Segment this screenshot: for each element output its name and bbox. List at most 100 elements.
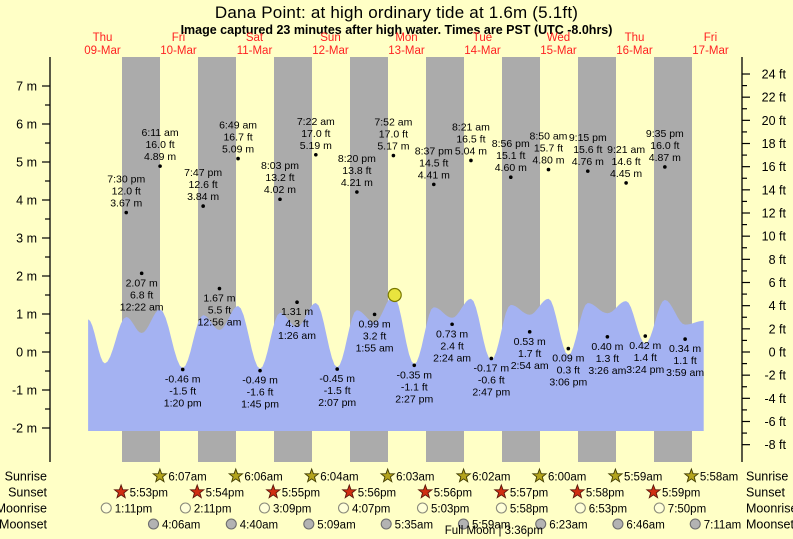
tide-event-high-label: 3.67 m bbox=[110, 198, 142, 210]
moonset-circle-icon bbox=[457, 518, 469, 530]
sunset-time: 5:55pm bbox=[282, 488, 320, 500]
day-label-date: 17-Mar bbox=[692, 45, 729, 57]
tide-area bbox=[88, 295, 704, 431]
sunset-row-label-left: Sunset bbox=[8, 486, 47, 500]
tide-event-high-label: 16.0 ft bbox=[145, 139, 174, 151]
moonrise-circle-icon bbox=[653, 502, 665, 514]
tide-event-high-label: 9:35 pm bbox=[646, 128, 684, 140]
tide-event-dot bbox=[201, 204, 205, 208]
moonrise-row-label-left: Moonrise bbox=[0, 502, 47, 516]
sunrise-time: 5:58am bbox=[700, 472, 738, 484]
tide-event-low-label: 0.42 m bbox=[629, 340, 661, 352]
tide-event-low-label: 3.2 ft bbox=[363, 330, 386, 342]
moonset-time: 5:59am bbox=[472, 520, 510, 532]
tide-event-high-label: 7:22 am bbox=[297, 116, 335, 128]
tide-event-low-label: 1:26 am bbox=[278, 330, 316, 342]
axis-label-ft: 10 ft bbox=[762, 230, 787, 244]
tide-event-high-label: 4.80 m bbox=[532, 155, 564, 167]
sunset-row-label-right: Sunset bbox=[746, 486, 785, 500]
day-label-weekday: Thu bbox=[625, 32, 645, 44]
axis-label-m: 6 m bbox=[16, 118, 37, 132]
moonset-circle-icon bbox=[303, 518, 315, 530]
axis-label-m: 2 m bbox=[16, 270, 37, 284]
tide-event-high-label: 13.8 ft bbox=[342, 165, 371, 177]
tide-event-low-label: 0.99 m bbox=[359, 318, 391, 330]
sunset-star-icon bbox=[493, 483, 510, 499]
moonrise-circle-icon bbox=[258, 502, 271, 514]
tide-event-dot bbox=[295, 300, 299, 305]
axis-label-ft: -6 ft bbox=[764, 415, 786, 429]
tide-event-low-label: 4.3 ft bbox=[285, 318, 308, 330]
tide-event-dot bbox=[124, 210, 129, 215]
sunset-star-icon bbox=[341, 483, 358, 499]
tide-event-high-label: 8:50 am bbox=[529, 131, 567, 143]
moonset-time: 6:23am bbox=[549, 520, 587, 532]
tide-event-low-label: 1:20 pm bbox=[164, 397, 202, 409]
tide-event-low-label: 12:56 am bbox=[198, 317, 242, 329]
sunset-star-icon bbox=[265, 483, 282, 499]
sunset-time: 5:59pm bbox=[662, 488, 700, 500]
moonset-time: 4:06am bbox=[162, 520, 200, 532]
sunrise-time: 6:04am bbox=[320, 472, 358, 484]
day-label-weekday: Tue bbox=[473, 32, 492, 44]
day-label-weekday: Wed bbox=[547, 32, 570, 44]
tide-event-low-label: 0.73 m bbox=[436, 328, 468, 340]
tide-event-high-label: 16.7 ft bbox=[223, 132, 252, 144]
tide-event-dot bbox=[683, 337, 687, 341]
tide-event-high-label: 14.5 ft bbox=[419, 157, 448, 169]
tide-event-dot bbox=[355, 190, 359, 194]
axis-label-ft: 8 ft bbox=[769, 253, 787, 267]
page-title: Dana Point: at high ordinary tide at 1.6… bbox=[214, 3, 579, 22]
tide-event-dot bbox=[643, 334, 648, 338]
tide-event-dot bbox=[278, 197, 282, 202]
tide-event-low-label: 2:54 am bbox=[511, 360, 549, 372]
tide-event-high-label: 5.04 m bbox=[455, 145, 487, 157]
axis-label-m: -1 m bbox=[12, 384, 37, 398]
tide-event-low-label: 12:22 am bbox=[120, 301, 164, 313]
moonset-row-label-right: Moonset bbox=[746, 518, 793, 532]
tide-event-dot bbox=[217, 286, 222, 291]
moonset-circle-icon bbox=[147, 518, 160, 530]
moonrise-time: 4:07pm bbox=[352, 504, 390, 516]
tide-event-high-label: 5.09 m bbox=[222, 144, 254, 156]
tide-event-high-label: 8:20 pm bbox=[338, 153, 376, 165]
tide-event-low-label: 2:24 am bbox=[433, 352, 471, 364]
tide-event-low-label: -0.17 m bbox=[474, 362, 510, 374]
day-label-weekday: Sun bbox=[320, 32, 340, 44]
tide-event-low-label: 1:55 am bbox=[356, 342, 394, 354]
tide-event-low-label: -0.49 m bbox=[242, 375, 278, 387]
tide-event-high-label: 8:56 pm bbox=[492, 138, 530, 150]
tide-event-low-label: 2.07 m bbox=[126, 277, 158, 289]
tide-event-dot bbox=[372, 312, 377, 317]
moonset-circle-icon bbox=[380, 518, 392, 530]
moonset-circle-icon bbox=[612, 518, 624, 530]
tide-event-dot bbox=[663, 165, 667, 169]
moonrise-circle-icon bbox=[337, 502, 350, 514]
day-label-date: 14-Mar bbox=[464, 45, 501, 57]
tide-event-high-label: 15.1 ft bbox=[496, 150, 525, 162]
axis-label-m: 4 m bbox=[16, 194, 37, 208]
tide-event-high-label: 8:37 pm bbox=[415, 145, 453, 157]
tide-event-low-label: 3:06 pm bbox=[549, 377, 587, 389]
tide-event-low-label: 1.4 ft bbox=[634, 352, 657, 364]
tide-event-dot bbox=[139, 271, 144, 276]
sunrise-star-icon bbox=[303, 467, 320, 483]
sunrise-time: 5:59am bbox=[624, 472, 662, 484]
tide-event-high-label: 8:03 pm bbox=[261, 160, 299, 172]
moonrise-circle-icon bbox=[100, 502, 112, 514]
axis-label-ft: 12 ft bbox=[762, 207, 787, 221]
sunrise-time: 6:03am bbox=[396, 472, 434, 484]
axis-label-m: 7 m bbox=[16, 80, 37, 94]
tide-event-low-label: 0.40 m bbox=[591, 341, 623, 353]
moonset-circle-icon bbox=[225, 518, 237, 530]
tide-event-high-label: 7:52 am bbox=[374, 117, 412, 129]
moonrise-circle-icon bbox=[416, 502, 429, 514]
sunrise-row-label-right: Sunrise bbox=[746, 470, 788, 484]
moonrise-time: 6:53pm bbox=[589, 504, 627, 516]
tide-event-low-label: 0.09 m bbox=[552, 353, 584, 365]
tide-event-high-label: 12.6 ft bbox=[189, 179, 218, 191]
sunrise-star-icon bbox=[379, 467, 396, 483]
sunrise-time: 6:02am bbox=[472, 472, 510, 484]
